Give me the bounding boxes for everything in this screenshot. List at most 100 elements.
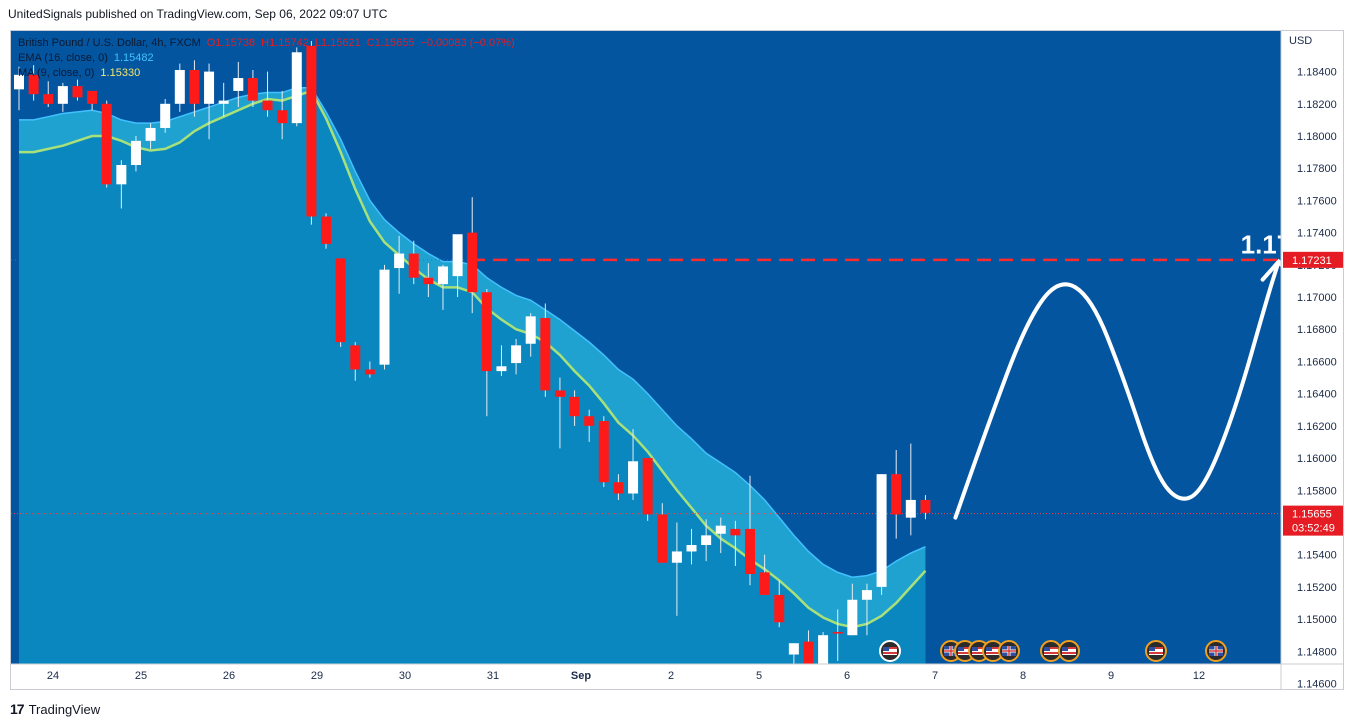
candle[interactable] bbox=[481, 288, 492, 417]
candle[interactable] bbox=[876, 474, 887, 595]
candle-body bbox=[87, 90, 98, 104]
candle[interactable] bbox=[350, 342, 361, 381]
candle[interactable] bbox=[861, 583, 872, 636]
price-tick-label: 1.18200 bbox=[1297, 99, 1337, 111]
footer-brand[interactable]: 17 TradingView bbox=[10, 701, 100, 717]
candle[interactable] bbox=[306, 41, 317, 225]
candle[interactable] bbox=[671, 522, 682, 616]
candle[interactable] bbox=[584, 409, 595, 442]
candle[interactable] bbox=[116, 160, 127, 209]
candle[interactable] bbox=[262, 71, 273, 117]
candle[interactable] bbox=[87, 90, 98, 111]
candle[interactable] bbox=[774, 580, 785, 628]
price-tick-label: 1.17400 bbox=[1297, 228, 1337, 240]
candle-body bbox=[613, 482, 624, 494]
candle-body bbox=[891, 474, 902, 515]
candle[interactable] bbox=[233, 61, 244, 108]
last-price-label: 1.15655 bbox=[1292, 509, 1332, 521]
candle[interactable] bbox=[759, 554, 770, 595]
uk-flag-event-icon[interactable] bbox=[1205, 640, 1227, 662]
event-markers[interactable] bbox=[879, 640, 1227, 662]
candle[interactable] bbox=[160, 98, 171, 133]
price-tick-label: 1.18400 bbox=[1297, 67, 1337, 79]
candle[interactable] bbox=[189, 60, 200, 117]
candle[interactable] bbox=[321, 213, 332, 249]
price-tick-label: 1.14600 bbox=[1297, 679, 1337, 691]
last-price-badge bbox=[1283, 505, 1343, 536]
candle[interactable] bbox=[701, 519, 712, 562]
candle[interactable] bbox=[14, 66, 24, 111]
candle[interactable] bbox=[525, 313, 536, 357]
candle[interactable] bbox=[130, 136, 141, 172]
candles[interactable] bbox=[14, 41, 931, 684]
candle[interactable] bbox=[452, 234, 463, 298]
publisher-line: UnitedSignals published on TradingView.c… bbox=[8, 7, 388, 21]
us-flag-event-icon[interactable] bbox=[879, 640, 901, 662]
candle[interactable] bbox=[686, 528, 697, 565]
candle[interactable] bbox=[496, 345, 507, 376]
candle[interactable] bbox=[218, 82, 229, 117]
candle[interactable] bbox=[847, 583, 858, 636]
candle[interactable] bbox=[394, 235, 405, 294]
candle[interactable] bbox=[145, 123, 156, 149]
us-flag-event-icon[interactable] bbox=[1058, 640, 1080, 662]
ohlc-close: C1.15655 bbox=[366, 37, 415, 49]
candle[interactable] bbox=[43, 81, 54, 108]
candle[interactable] bbox=[905, 443, 916, 536]
ohlc-low: L1.15621 bbox=[314, 37, 361, 49]
chart-frame[interactable]: 1.17231 USD 1.18400 1.18200 1.18000 1.17800 1… bbox=[10, 30, 1344, 690]
candle[interactable] bbox=[364, 361, 375, 378]
us-flag-event-icon[interactable] bbox=[1145, 640, 1167, 662]
candle[interactable] bbox=[174, 63, 185, 112]
candle[interactable] bbox=[101, 100, 112, 188]
candle-body bbox=[730, 528, 741, 536]
candle[interactable] bbox=[437, 264, 448, 310]
candle-body bbox=[569, 396, 580, 417]
ema-label: EMA (16, close, 0) bbox=[18, 52, 108, 64]
candle[interactable] bbox=[204, 63, 215, 140]
candle[interactable] bbox=[891, 450, 902, 539]
candle-body bbox=[101, 103, 112, 185]
candle[interactable] bbox=[277, 90, 288, 140]
target-price-badge bbox=[1283, 251, 1343, 268]
candle[interactable] bbox=[57, 82, 68, 112]
candle[interactable] bbox=[291, 47, 302, 127]
uk-flag-event-icon[interactable] bbox=[998, 640, 1020, 662]
candle[interactable] bbox=[628, 429, 639, 500]
candle[interactable] bbox=[28, 65, 39, 101]
time-tick-label: 7 bbox=[932, 670, 938, 682]
time-tick-label: 29 bbox=[311, 670, 323, 682]
candle[interactable] bbox=[657, 503, 668, 563]
candle[interactable] bbox=[423, 263, 434, 298]
candle[interactable] bbox=[72, 79, 83, 101]
candle[interactable] bbox=[642, 458, 653, 521]
candle-body bbox=[364, 369, 375, 375]
candle[interactable] bbox=[540, 303, 551, 397]
candle[interactable] bbox=[408, 240, 419, 285]
target-price-label: 1.17231 bbox=[1292, 255, 1332, 267]
candle[interactable] bbox=[247, 69, 258, 108]
candle[interactable] bbox=[730, 520, 741, 566]
candle[interactable] bbox=[379, 264, 390, 370]
candle[interactable] bbox=[467, 197, 478, 314]
candle-body bbox=[14, 74, 24, 90]
candle[interactable] bbox=[832, 609, 843, 661]
candle[interactable] bbox=[569, 390, 580, 426]
symbol-label[interactable]: British Pound / U.S. Dollar, 4h, FXCM bbox=[18, 37, 201, 49]
legend-ma-row[interactable]: MA (9, close, 0) 1.15330 bbox=[18, 66, 515, 81]
candle[interactable] bbox=[613, 474, 624, 500]
candle[interactable] bbox=[598, 416, 609, 488]
candle[interactable] bbox=[335, 258, 346, 347]
candle[interactable] bbox=[715, 517, 726, 554]
candle[interactable] bbox=[745, 475, 755, 586]
candle-body bbox=[452, 234, 463, 277]
candle-body bbox=[774, 594, 785, 623]
candle-body bbox=[584, 416, 595, 426]
candle-body bbox=[160, 103, 171, 128]
candle[interactable] bbox=[511, 338, 522, 375]
candle[interactable] bbox=[554, 377, 565, 449]
time-tick-label: 6 bbox=[844, 670, 850, 682]
candle[interactable] bbox=[920, 495, 931, 520]
price-chart[interactable]: 1.17231 USD1.184001.182001.180001.178001… bbox=[11, 31, 1344, 690]
legend-ema-row[interactable]: EMA (16, close, 0) 1.15482 bbox=[18, 51, 515, 66]
